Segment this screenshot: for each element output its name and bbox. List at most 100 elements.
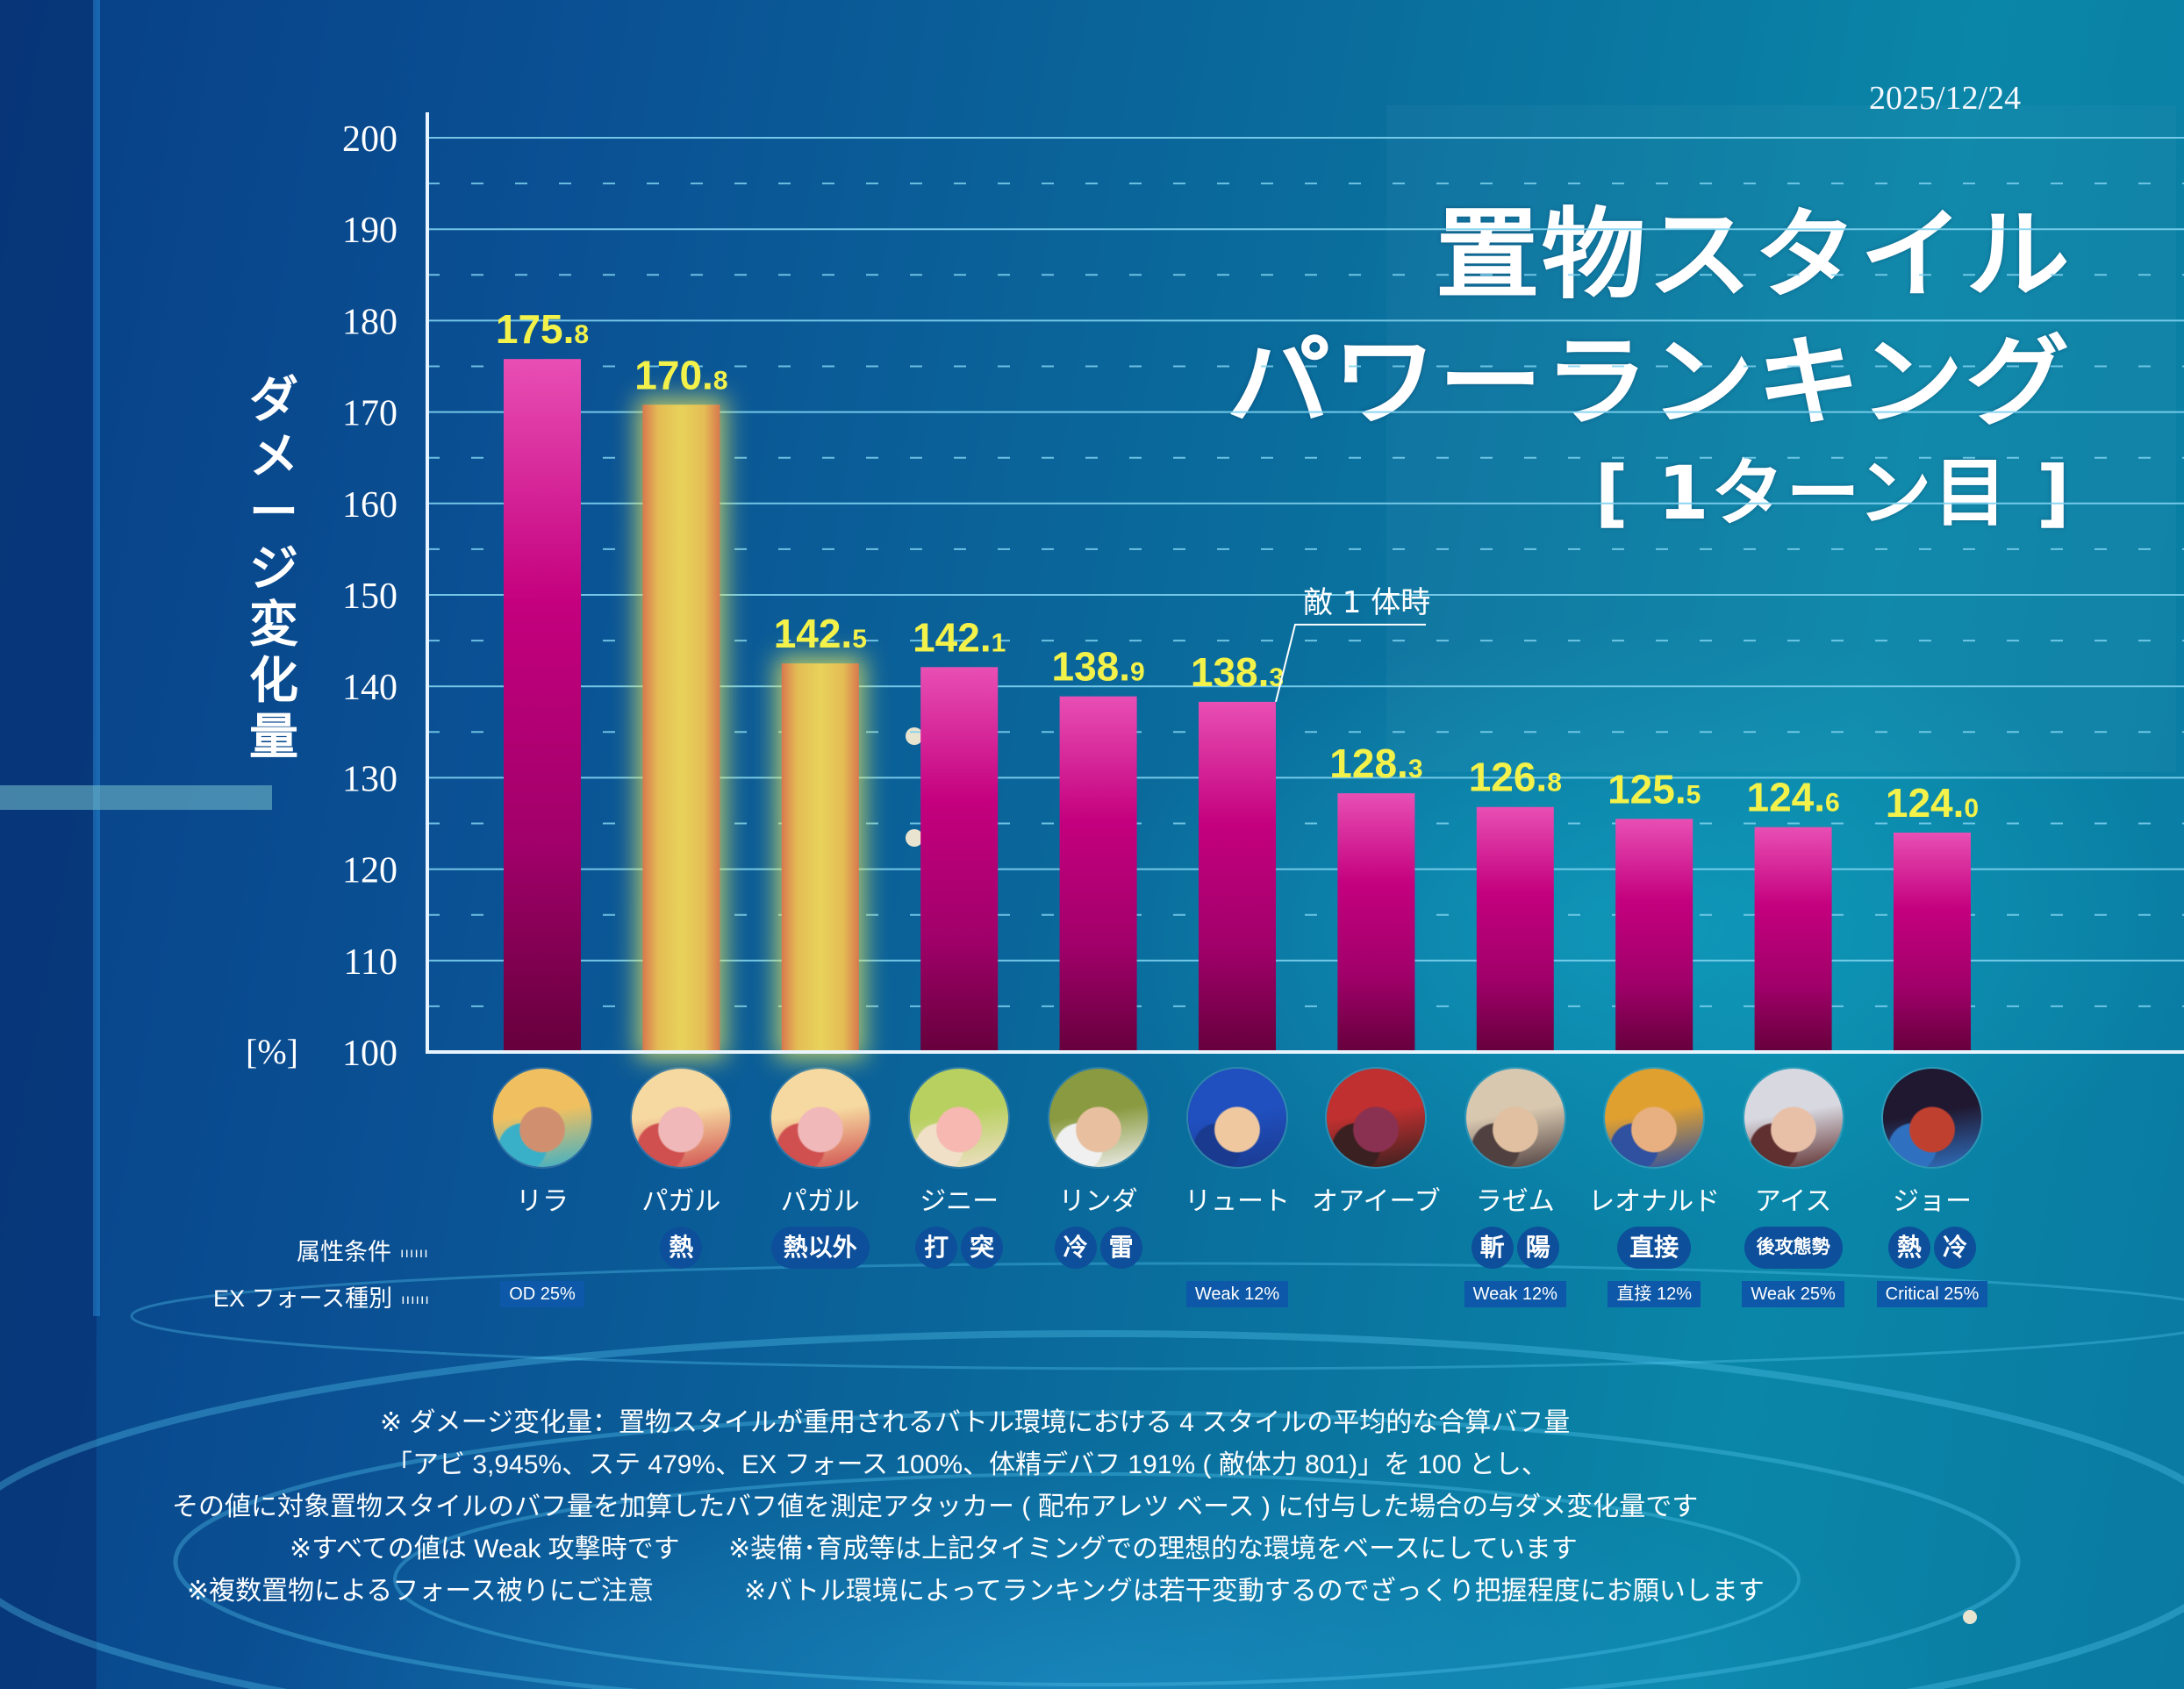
attribute-cell: 打突 [871,1227,1047,1269]
note-line: ※バトル環境によってランキングは若干変動するのでざっくり把握程度にお願いします [744,1577,1765,1606]
bar [1615,819,1693,1052]
character-name: ラゼム [1475,1187,1555,1216]
character-item: リュート [1171,1069,1303,1218]
dotted-leader: ıııııı [400,1245,429,1261]
ex-row-label-text: EX フォース種別 [213,1285,393,1312]
note-line: 「アビ 3,945%、ステ 479%、EX フォース 100%、体精デバフ 19… [386,1450,1548,1479]
bar [1337,793,1415,1052]
attribute-cell: 斬陽 [1428,1227,1603,1269]
bar [1894,832,1971,1052]
y-tick-label: 130 [342,759,397,799]
bar [1059,696,1137,1052]
y-tick-label: 120 [342,851,397,891]
annotation-label: 敵 1 体時 [1303,585,1430,620]
character-avatar [1883,1069,1981,1167]
note-line: ※複数置物によるフォース被りにご注意 [187,1577,655,1606]
character-avatar [632,1069,731,1167]
value-label: 170.8 [634,352,727,397]
ex-force-cell: Weak 12% [1428,1281,1603,1307]
title-line-3: [ 1ターン目 ] [1594,450,2072,536]
attribute-badge: 後攻態勢 [1744,1227,1843,1269]
y-tick-label: 140 [342,668,397,708]
character-name: リラ [516,1187,569,1216]
title-line-2: パワーランキング [1226,326,2072,440]
note-line: ※すべての値は Weak 攻撃時です [290,1535,680,1564]
attribute-badge: 直接 [1617,1227,1692,1269]
attribute-badge: 熱 [660,1227,703,1269]
attribute-badge: 雷 [1099,1227,1142,1269]
character-name: パガル [641,1187,721,1216]
character-avatar [1465,1069,1565,1167]
attribute-badge: 斬 [1471,1227,1514,1269]
bar [1754,827,1832,1052]
y-tick-label: 160 [342,485,397,526]
y-axis-title-char: 量 [249,709,298,766]
annotations: 敵 1 体時 [1275,585,1430,703]
dotted-leader: ıııııı [401,1292,430,1307]
y-tick-label: 190 [342,211,397,251]
y-axis-title-char: メ [249,428,298,485]
character-avatar [1327,1069,1426,1167]
ex-force-tag: Weak 12% [1464,1281,1566,1307]
y-axis-unit: [%] [246,1032,298,1071]
bar [1199,701,1276,1052]
note-line: ※装備･育成等は上記タイミングでの理想的な環境をベースにしています [728,1535,1578,1564]
character-item: ラゼム [1450,1069,1581,1218]
y-tick-label: 170 [342,394,397,434]
attribute-cell: 熱以外 [733,1227,908,1269]
character-item: パガル [755,1069,886,1218]
value-label: 138.3 [1191,649,1284,695]
attribute-cell: 後攻態勢 [1706,1227,1881,1269]
ex-force-cell: Critical 25% [1844,1281,2020,1307]
character-avatar [1744,1069,1843,1167]
character-name: アイス [1754,1187,1832,1216]
note-line: ※ ダメージ変化量：置物スタイルが重用されるバトル環境における 4 スタイルの平… [380,1408,1571,1437]
attribute-cell: 熱冷 [1844,1227,2020,1269]
value-label: 128.3 [1329,741,1422,786]
bar [1476,806,1554,1052]
character-item: リラ [476,1069,608,1218]
ex-force-tag: Critical 25% [1876,1281,1988,1307]
bar-highlighted [781,663,859,1052]
y-tick-labels: 100 110 120 130 140 150 160 170 180 190 200 [342,119,397,1074]
y-axis-title-char: ダ [249,372,298,429]
character-name: レオナルド [1588,1187,1721,1216]
title-line-1: 置物スタイル [1435,198,2072,312]
bar-highlighted [642,404,720,1052]
character-name: リンダ [1058,1187,1138,1216]
character-avatar [1188,1069,1286,1167]
character-name: オアイーブ [1312,1187,1441,1216]
value-label: 175.8 [496,306,589,352]
y-tick-label: 110 [344,942,397,983]
y-axis-title-char: ー [249,484,298,541]
character-item: ジニー [893,1069,1025,1218]
character-name: パガル [780,1187,860,1216]
character-avatar [770,1069,870,1167]
ex-force-cell: Weak 12% [1149,1281,1325,1307]
attribute-badge: 熱 [1888,1227,1930,1269]
date-label: 2025/12/24 [1869,80,2022,117]
character-name: リュート [1185,1187,1290,1216]
character-item: リンダ [1033,1069,1164,1218]
y-axis-title-char: 化 [249,653,298,710]
value-label: 142.1 [913,614,1006,660]
attribute-badge: 打 [915,1227,958,1269]
bars [504,359,1971,1059]
ex-row-label: EX フォース種別 ıııııı [213,1279,430,1313]
value-label: 124.0 [1886,780,1979,826]
annotation-leader-line [1275,623,1426,703]
y-axis-title-char: ジ [249,540,298,598]
gridlines [427,137,2184,1007]
value-label: 142.5 [774,611,867,656]
value-label: 138.9 [1051,644,1144,690]
y-axis-title-char: 変 [249,597,298,654]
y-tick-label: 150 [342,576,397,617]
attribute-cell: 熱 [593,1227,769,1269]
attribute-badge: 冷 [1934,1227,1976,1269]
attribute-badge: 突 [961,1227,1004,1269]
value-label: 124.6 [1746,775,1839,820]
character-row: リラ パガル パガル ジニー リンダ リュート オアイーブ ラゼム レオナルド アイス ジョー [0,1069,2184,1218]
y-axis-title: ダメージ変化量 [247,373,300,766]
bar [504,359,581,1052]
